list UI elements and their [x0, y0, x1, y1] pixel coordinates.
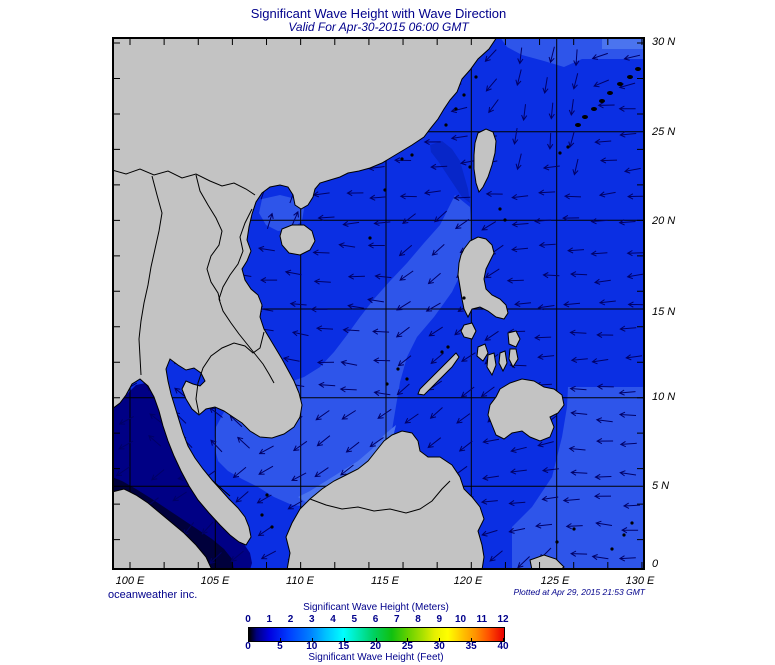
legend-scale-value: 0 [245, 614, 251, 625]
lat-label: 30 N [652, 36, 676, 48]
plotted-timestamp: Plotted at Apr 29, 2015 21:53 GMT [513, 587, 645, 597]
legend-scale-value: 0 [245, 641, 251, 652]
legend-tick [248, 638, 249, 641]
lat-label: 15 N [652, 306, 676, 318]
legend-scale-value: 10 [306, 641, 318, 652]
legend-scale-value: 3 [308, 614, 315, 625]
legend-scale-value: 4 [330, 614, 336, 625]
legend-scale-value: 6 [372, 614, 379, 625]
legend-scale-value: 5 [277, 641, 283, 652]
credit-text: oceanweather inc. [108, 589, 198, 601]
legend-scale-value: 8 [415, 614, 421, 625]
legend-tick [407, 638, 409, 641]
lon-label: 120 E [453, 575, 483, 587]
lat-label: 25 N [652, 126, 676, 138]
lat-label: 0 [652, 558, 659, 570]
legend-scale-value: 20 [369, 641, 382, 652]
legend-scale-value: 5 [351, 614, 358, 625]
wave-height-map [112, 37, 645, 570]
legend-scale-value: 7 [393, 614, 400, 625]
legend-tick [343, 638, 345, 641]
legend-scale-value: 12 [497, 614, 509, 625]
legend-scale-value: 25 [401, 641, 413, 652]
legend-scale-value: 1 [266, 614, 273, 625]
legend-tick [375, 638, 377, 641]
lon-label: 105 E [200, 575, 230, 587]
legend-tick [471, 638, 473, 641]
legend-tick [279, 638, 281, 641]
legend-meters-label: Significant Wave Height (Meters) [303, 602, 449, 613]
lon-label: 115 E [371, 575, 399, 587]
lat-label: 5 N [652, 480, 670, 492]
legend-tick [439, 638, 441, 641]
legend-scale-value: 15 [338, 641, 350, 652]
lon-label: 125 E [540, 575, 570, 587]
legend-tick [311, 638, 313, 641]
legend-tick [503, 638, 504, 641]
legend-scale-value: 11 [476, 614, 488, 625]
map-subtitle: Valid For Apr-30-2015 06:00 GMT [288, 20, 469, 34]
legend-scale-value: 10 [454, 614, 467, 625]
lat-label: 10 N [652, 391, 676, 403]
legend-scale-value: 2 [287, 614, 294, 625]
legend-feet-label: Significant Wave Height (Feet) [308, 652, 444, 663]
legend-scale-value: 40 [497, 641, 509, 652]
legend-scale-value: 9 [436, 614, 443, 625]
lat-label: 20 N [652, 215, 676, 227]
lon-label: 100 E [115, 575, 145, 587]
map-title: Significant Wave Height with Wave Direct… [250, 6, 507, 21]
lon-label: 130 E [625, 575, 655, 587]
legend-scale-value: 35 [465, 641, 477, 652]
legend-colorbar [248, 627, 505, 642]
legend-scale-value: 30 [433, 641, 445, 652]
lon-label: 110 E [286, 575, 314, 587]
